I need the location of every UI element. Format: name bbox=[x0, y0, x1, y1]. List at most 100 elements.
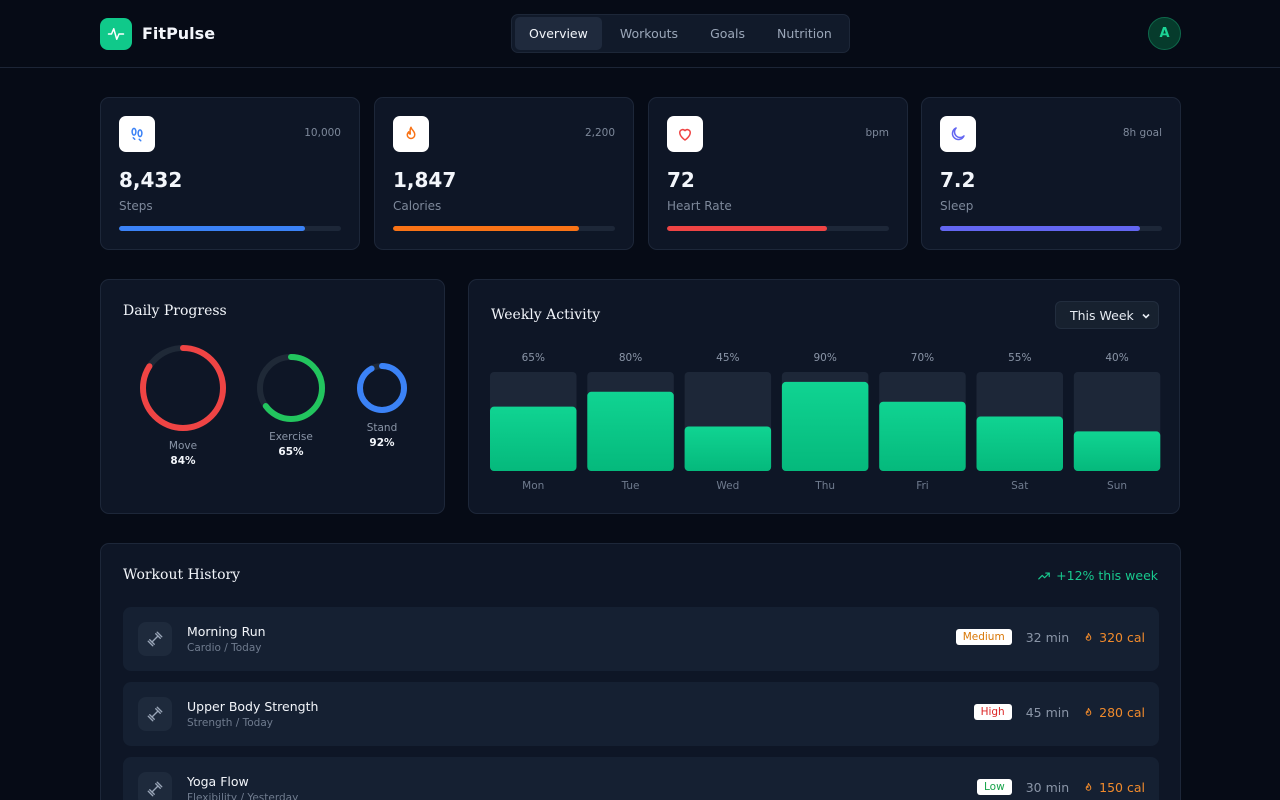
bar-sat[interactable] bbox=[976, 416, 1064, 471]
stat-card-steps: 10,000 8,432 Steps bbox=[100, 97, 360, 250]
workout-history-card: Workout History +12% this week Morning R… bbox=[100, 543, 1181, 800]
stat-goal: 8h goal bbox=[1122, 127, 1162, 139]
period-select[interactable]: This Week bbox=[1055, 301, 1159, 329]
workout-meta: Flexibility / Yesterday bbox=[187, 792, 299, 800]
stat-icon-box bbox=[667, 116, 703, 152]
stat-value: 7.2 bbox=[940, 168, 976, 192]
ring-stand bbox=[357, 363, 407, 413]
bar-value-label: 80% bbox=[619, 352, 642, 364]
workout-meta: Strength / Today bbox=[187, 717, 273, 729]
weekly-activity-card: Weekly Activity This Week 65% Mon 80% Tue 45… bbox=[468, 279, 1180, 514]
workout-calories: 320 cal bbox=[1083, 630, 1145, 645]
dumbbell-icon bbox=[147, 631, 163, 647]
workout-icon-box bbox=[138, 697, 172, 731]
dumbbell-icon bbox=[147, 706, 163, 722]
bar-fri[interactable] bbox=[879, 401, 966, 471]
weekly-bar-chart: 65% Mon 80% Tue 45% Wed 90% Thu 70% Fri 55% Sat 40% S… bbox=[490, 352, 1161, 492]
app-logo[interactable] bbox=[100, 18, 132, 50]
tab-nutrition[interactable]: Nutrition bbox=[777, 26, 832, 41]
bar-value-label: 45% bbox=[716, 352, 739, 364]
intensity-badge: High bbox=[973, 704, 1012, 720]
stat-label: Heart Rate bbox=[667, 199, 732, 213]
workout-row[interactable]: Morning Run Cardio / Today Medium 32 min… bbox=[123, 607, 1159, 671]
progress-bar-fill bbox=[119, 226, 306, 231]
workout-stats: Low 30 min 150 cal bbox=[977, 779, 1145, 795]
ring-pct-exercise: 65% bbox=[278, 446, 304, 458]
pulse-icon bbox=[107, 28, 125, 40]
section-title: Daily Progress bbox=[123, 303, 227, 319]
main-nav: Overview Workouts Goals Nutrition bbox=[511, 14, 850, 53]
stat-goal: bpm bbox=[865, 127, 889, 139]
progress-bar-fill bbox=[393, 226, 580, 231]
user-avatar[interactable]: A bbox=[1148, 17, 1181, 50]
trend-indicator: +12% this week bbox=[1037, 568, 1158, 583]
footprints-icon bbox=[131, 127, 143, 142]
bar-mon[interactable] bbox=[490, 406, 577, 471]
dumbbell-icon bbox=[147, 781, 163, 797]
x-tick-label: Fri bbox=[916, 480, 929, 492]
progress-bar-fill bbox=[940, 226, 1140, 231]
workout-duration: 32 min bbox=[1025, 629, 1070, 645]
calories-value: 320 cal bbox=[1099, 629, 1145, 645]
top-header: FitPulse Overview Workouts Goals Nutriti… bbox=[0, 0, 1280, 68]
tab-goals[interactable]: Goals bbox=[710, 26, 746, 41]
daily-progress-card: Daily Progress Move 84% Exercise 65% Sta… bbox=[100, 279, 445, 514]
workout-icon-box bbox=[138, 772, 172, 800]
stat-card-sleep: 8h goal 7.2 Sleep bbox=[921, 97, 1181, 250]
x-tick-label: Mon bbox=[522, 480, 544, 492]
tab-workouts[interactable]: Workouts bbox=[619, 26, 679, 41]
progress-bar bbox=[667, 226, 889, 231]
stat-icon-box bbox=[393, 116, 429, 152]
workout-name: Morning Run bbox=[187, 624, 266, 639]
trend-text: +12% this week bbox=[1056, 568, 1158, 583]
progress-bar bbox=[940, 226, 1162, 231]
trending-up-icon bbox=[1038, 572, 1050, 579]
stat-label: Sleep bbox=[940, 199, 974, 213]
workout-name: Upper Body Strength bbox=[187, 699, 319, 714]
ring-label-stand: Stand bbox=[366, 422, 398, 434]
flame-icon bbox=[1085, 707, 1092, 716]
ring-move bbox=[140, 345, 226, 431]
workout-meta: Cardio / Today bbox=[187, 642, 262, 654]
bar-value-label: 65% bbox=[522, 352, 545, 364]
bar-wed[interactable] bbox=[684, 426, 772, 471]
stat-label: Steps bbox=[119, 199, 153, 213]
x-tick-label: Tue bbox=[621, 480, 640, 492]
heart-icon bbox=[679, 128, 691, 141]
workout-name: Yoga Flow bbox=[187, 774, 249, 789]
period-select-value: This Week bbox=[1070, 308, 1134, 323]
bar-value-label: 90% bbox=[813, 352, 836, 364]
workout-duration: 30 min bbox=[1025, 779, 1070, 795]
ring-exercise bbox=[257, 354, 325, 422]
bar-value-label: 70% bbox=[911, 352, 934, 364]
workout-row[interactable]: Upper Body Strength Strength / Today Hig… bbox=[123, 682, 1159, 746]
stat-value: 8,432 bbox=[119, 168, 183, 192]
workout-row[interactable]: Yoga Flow Flexibility / Yesterday Low 30… bbox=[123, 757, 1159, 800]
workout-calories: 280 cal bbox=[1083, 705, 1145, 720]
tab-overview[interactable]: Overview bbox=[515, 17, 602, 50]
workout-calories: 150 cal bbox=[1083, 780, 1145, 795]
stat-value: 72 bbox=[667, 168, 695, 192]
flame-icon bbox=[1085, 782, 1092, 791]
bar-tue[interactable] bbox=[587, 391, 674, 471]
intensity-badge: Low bbox=[977, 779, 1012, 795]
stat-label: Calories bbox=[393, 199, 442, 213]
ring-label-move: Move bbox=[168, 440, 198, 452]
workout-duration: 45 min bbox=[1025, 704, 1070, 720]
stat-goal: 2,200 bbox=[584, 127, 615, 139]
moon-icon bbox=[951, 127, 965, 141]
stat-value: 1,847 bbox=[393, 168, 457, 192]
calories-value: 280 cal bbox=[1099, 704, 1145, 720]
bar-thu[interactable] bbox=[781, 381, 869, 471]
calories-value: 150 cal bbox=[1099, 779, 1145, 795]
section-title: Weekly Activity bbox=[491, 307, 601, 323]
x-tick-label: Sat bbox=[1011, 480, 1028, 492]
progress-bar bbox=[393, 226, 615, 231]
workout-stats: High 45 min 280 cal bbox=[973, 704, 1145, 720]
bar-sun[interactable] bbox=[1073, 431, 1161, 471]
ring-pct-move: 84% bbox=[170, 455, 196, 467]
x-tick-label: Thu bbox=[814, 480, 835, 492]
section-title: Workout History bbox=[123, 567, 241, 583]
stat-icon-box bbox=[940, 116, 976, 152]
flame-icon bbox=[406, 126, 416, 140]
